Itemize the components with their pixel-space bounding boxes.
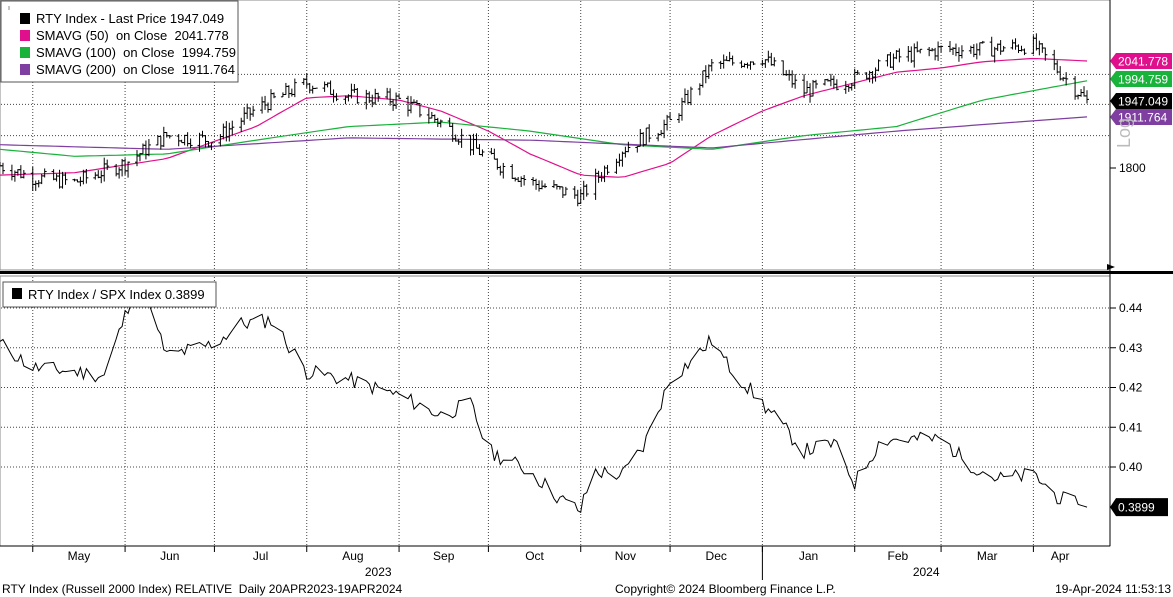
ratio-value-tag-label: 0.3899: [1118, 501, 1155, 515]
month-label: Mar: [977, 549, 998, 563]
month-label: Sep: [433, 549, 455, 563]
month-label: Feb: [888, 549, 909, 563]
value-tag-label: 1911.764: [1118, 111, 1167, 125]
value-tag: 1947.049: [1110, 93, 1172, 109]
month-label: Apr: [1051, 549, 1070, 563]
value-tag-label: 1947.049: [1118, 95, 1168, 109]
month-label: May: [68, 549, 91, 563]
value-tag-label: 2041.778: [1118, 55, 1168, 69]
ratio-value-tag-bg: [1110, 498, 1168, 517]
footer-center: Copyright© 2024 Bloomberg Finance L.P.: [615, 582, 836, 596]
y-tick-label: 0.43: [1119, 341, 1143, 355]
value-tag: 1911.764: [1110, 109, 1172, 125]
y-tick-label: 0.42: [1119, 381, 1143, 395]
price-bars: [0, 33, 1089, 207]
legend-swatch-sma100: [20, 47, 30, 58]
lower-legend-box: [2, 281, 217, 308]
log-scale-label: Log: [1114, 118, 1134, 148]
year-label-2024: 2024: [913, 565, 940, 579]
month-label: Jul: [253, 549, 268, 563]
ratio-value-tag: 0.3899: [1110, 498, 1168, 517]
y-tick-label: 0.41: [1119, 420, 1143, 434]
value-tag-bg: [1110, 53, 1172, 69]
legend-sma100: SMAVG (100) on Close 1994.759: [36, 45, 236, 60]
axis-end-marker: [1107, 264, 1115, 270]
value-tag-bg: [1110, 71, 1172, 87]
legend-ratio: RTY Index / SPX Index 0.3899: [28, 287, 205, 302]
legend-swatch-sma50: [20, 30, 30, 41]
upper-legend: RTY Index - Last Price 1947.049 SMAVG (5…: [0, 0, 239, 83]
month-label: Nov: [615, 549, 636, 563]
sma200-line: [0, 116, 1088, 150]
legend-sma200: SMAVG (200) on Close 1911.764: [36, 62, 235, 77]
ratio-line: [0, 282, 1088, 514]
legend-swatch-rty: [20, 13, 30, 24]
sma100-line: [0, 80, 1088, 157]
value-tag-label: 1994.759: [1118, 73, 1168, 87]
month-label: Aug: [342, 549, 363, 563]
footer-left: RTY Index (Russell 2000 Index) RELATIVE …: [2, 582, 403, 596]
lower-panel-frame: [0, 275, 1111, 547]
month-label: Jan: [799, 549, 818, 563]
legend-swatch-ratio: [12, 288, 22, 299]
legend-sma50: SMAVG (50) on Close 2041.778: [36, 28, 229, 43]
value-tag-bg: [1110, 93, 1172, 109]
legend-swatch-sma200: [20, 64, 30, 75]
year-label-2023: 2023: [365, 565, 392, 579]
y-tick-label: 0.40: [1119, 460, 1143, 474]
value-tag: 1994.759: [1110, 71, 1172, 87]
month-label: Dec: [706, 549, 727, 563]
lower-legend: RTY Index / SPX Index 0.3899: [2, 281, 217, 308]
footer-right: 19-Apr-2024 11:53:13: [1055, 582, 1171, 596]
upper-legend-box: [0, 0, 239, 83]
month-label: Jun: [160, 549, 179, 563]
value-tag-bg: [1110, 109, 1172, 125]
sma50-line: [0, 57, 1088, 178]
legend-rty: RTY Index - Last Price 1947.049: [36, 11, 224, 26]
y-tick-label: 1800: [1119, 161, 1146, 175]
month-label: Oct: [525, 549, 544, 563]
y-tick-label: 0.44: [1119, 301, 1143, 315]
value-tag: 2041.778: [1110, 53, 1172, 69]
